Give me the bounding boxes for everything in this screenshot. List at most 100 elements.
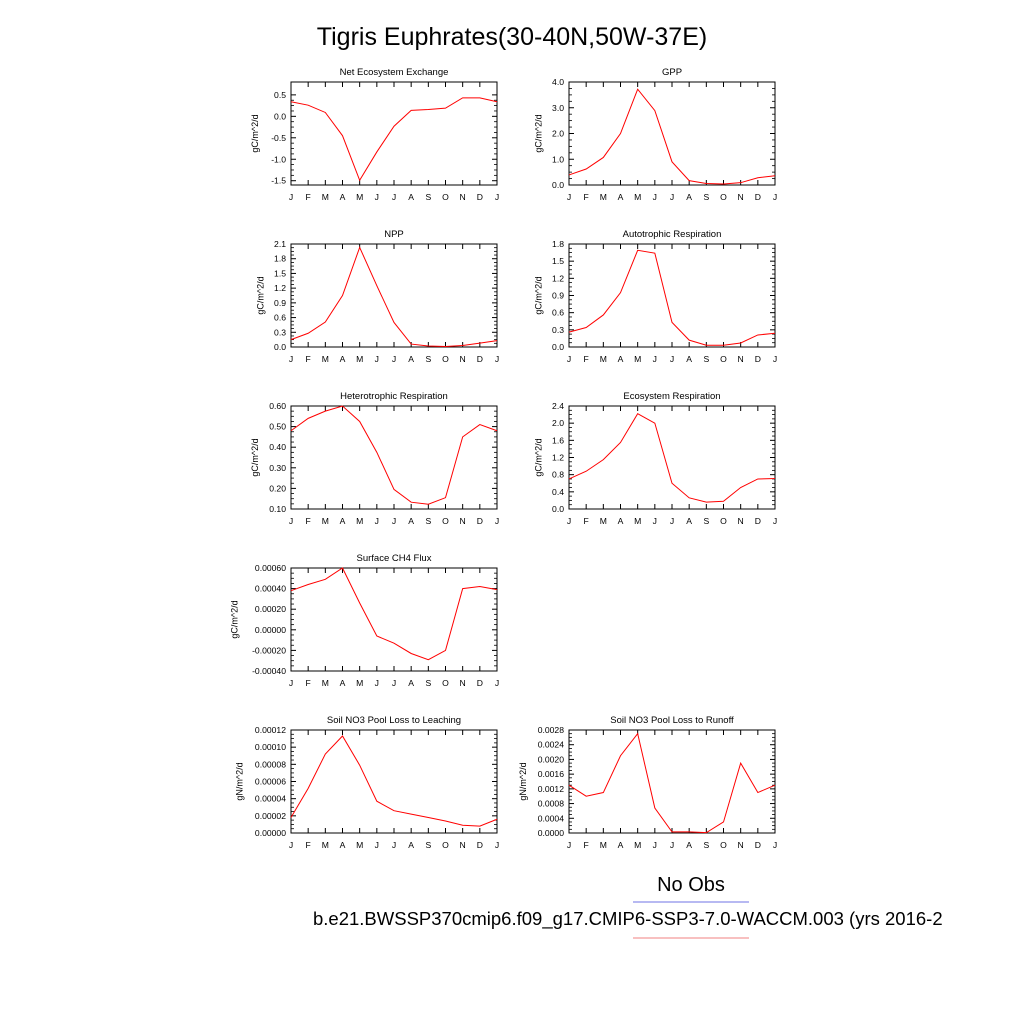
x-tick-label: J	[773, 516, 777, 526]
x-tick-label: F	[306, 840, 311, 850]
y-axis-label: gC/m^2/d	[255, 276, 265, 314]
y-tick-label: 0.00000	[255, 828, 286, 838]
y-tick-label: -1.5	[271, 176, 286, 186]
y-tick-label: 0.0	[552, 504, 564, 514]
y-tick-label: 1.0	[552, 154, 564, 164]
x-tick-label: D	[477, 516, 483, 526]
x-tick-label: O	[442, 840, 449, 850]
y-tick-label: 0.00008	[255, 759, 286, 769]
plot-frame	[290, 243, 498, 348]
y-tick-label: 0.0	[274, 342, 286, 352]
x-tick-label: J	[375, 516, 379, 526]
x-tick-label: N	[460, 354, 466, 364]
x-tick-label: D	[755, 354, 761, 364]
x-tick-label: N	[738, 840, 744, 850]
x-tick-label: J	[653, 840, 657, 850]
x-tick-label: D	[477, 192, 483, 202]
x-tick-label: M	[356, 192, 363, 202]
x-tick-label: J	[495, 678, 499, 688]
panel-title: Surface CH4 Flux	[357, 553, 432, 564]
y-tick-label: 0.40	[269, 442, 286, 452]
x-tick-label: F	[584, 840, 589, 850]
y-tick-label: 0.60	[269, 401, 286, 411]
series-line	[290, 405, 498, 505]
x-tick-label: N	[460, 840, 466, 850]
x-tick-label: J	[495, 840, 499, 850]
x-tick-label: J	[653, 516, 657, 526]
y-tick-label: 0.9	[552, 291, 564, 301]
y-axis-label: gC/m^2/d	[250, 438, 260, 476]
x-tick-label: F	[306, 192, 311, 202]
plot-frame	[568, 243, 776, 348]
x-tick-label: F	[584, 354, 589, 364]
y-tick-label: 0.0	[552, 180, 564, 190]
y-tick-label: 2.0	[552, 418, 564, 428]
y-axis-label: gC/m^2/d	[533, 276, 543, 314]
plot-frame	[568, 405, 776, 510]
y-axis-label: gC/m^2/d	[250, 114, 260, 152]
x-tick-label: J	[495, 354, 499, 364]
x-tick-label: D	[755, 840, 761, 850]
y-axis-label: gN/m^2/d	[235, 762, 245, 800]
x-tick-label: N	[738, 354, 744, 364]
x-tick-label: J	[670, 516, 674, 526]
x-tick-label: J	[567, 354, 571, 364]
legend-label: No Obs	[657, 874, 725, 896]
x-tick-label: D	[477, 354, 483, 364]
y-tick-label: 0.0012	[538, 784, 565, 794]
y-tick-label: 0.00010	[255, 742, 286, 752]
x-tick-label: M	[322, 354, 329, 364]
y-tick-label: 0.0020	[538, 754, 565, 764]
x-tick-label: J	[567, 192, 571, 202]
panel-title: Soil NO3 Pool Loss to Runoff	[610, 715, 734, 726]
plot-frame	[290, 729, 498, 834]
x-tick-label: N	[738, 516, 744, 526]
x-tick-label: F	[306, 354, 311, 364]
x-tick-label: M	[322, 840, 329, 850]
series-line	[568, 413, 776, 503]
plot-frame	[290, 405, 498, 510]
x-tick-label: J	[289, 840, 293, 850]
y-tick-label: 1.2	[552, 453, 564, 463]
y-tick-label: 0.5	[274, 90, 286, 100]
x-tick-label: N	[460, 678, 466, 688]
x-tick-label: M	[634, 840, 641, 850]
x-tick-label: A	[340, 516, 346, 526]
x-tick-label: A	[408, 840, 414, 850]
x-tick-label: S	[425, 354, 431, 364]
x-tick-label: A	[340, 678, 346, 688]
x-tick-label: F	[584, 192, 589, 202]
x-tick-label: J	[375, 678, 379, 688]
x-tick-label: A	[618, 354, 624, 364]
x-tick-label: A	[686, 516, 692, 526]
series-line	[568, 732, 776, 834]
plot-frame	[290, 567, 498, 672]
y-tick-label: 0.0024	[538, 740, 565, 750]
x-tick-label: M	[322, 192, 329, 202]
y-tick-label: 0.00002	[255, 811, 286, 821]
x-tick-label: S	[425, 840, 431, 850]
x-tick-label: M	[356, 354, 363, 364]
x-tick-label: A	[340, 192, 346, 202]
x-tick-label: M	[322, 516, 329, 526]
y-tick-label: 0.0	[552, 342, 564, 352]
x-tick-label: J	[670, 840, 674, 850]
x-tick-label: F	[306, 678, 311, 688]
y-tick-label: 0.00020	[255, 604, 286, 614]
y-tick-label: -1.0	[271, 154, 286, 164]
y-tick-label: 0.30	[269, 463, 286, 473]
y-tick-label: 0.3	[274, 327, 286, 337]
x-tick-label: A	[340, 840, 346, 850]
y-tick-label: -0.5	[271, 133, 286, 143]
series-line	[568, 88, 776, 185]
y-tick-label: 3.0	[552, 103, 564, 113]
x-tick-label: A	[686, 192, 692, 202]
x-tick-label: J	[670, 354, 674, 364]
x-tick-label: A	[686, 840, 692, 850]
